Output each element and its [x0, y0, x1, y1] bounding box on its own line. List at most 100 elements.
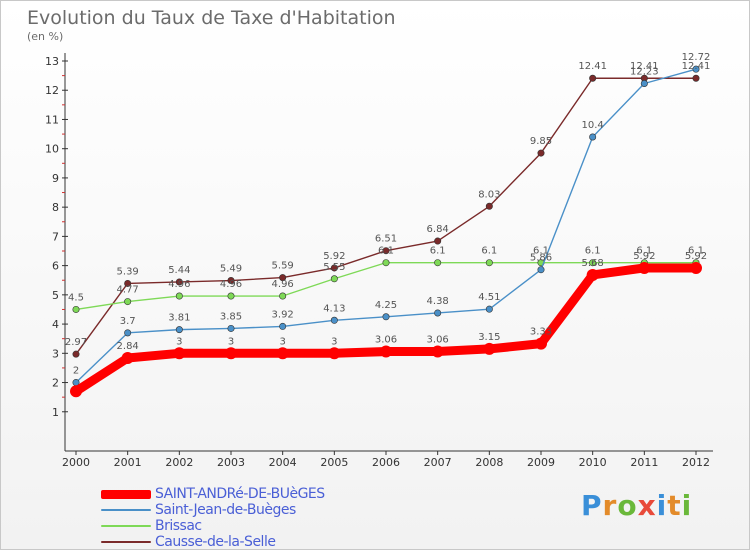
legend-swatch: [101, 509, 151, 511]
y-tick-label: 10: [45, 143, 59, 156]
legend-swatch: [101, 525, 151, 527]
data-label: 5.92: [323, 251, 345, 262]
chart-legend: SAINT-ANDRé-DE-BUèGES Saint-Jean-de-Buège…: [101, 486, 325, 550]
data-label: 5.92: [685, 251, 707, 262]
series-point: [434, 259, 442, 267]
logo-letter: t: [667, 489, 682, 522]
data-label: 5.68: [582, 258, 604, 269]
series-point: [431, 345, 444, 358]
series-point: [328, 347, 341, 360]
data-label: 5.44: [168, 265, 190, 276]
chart-data-labels: 2.84 3 3 3 3 3.06 3.06 3.15 3.33 5.68 5.92 5.92 2 3.7…: [65, 52, 710, 376]
chart-series-lines: [70, 65, 702, 398]
data-label: 3.81: [168, 313, 190, 324]
data-label: 12.23: [630, 67, 659, 78]
data-label: 9.85: [530, 136, 552, 147]
data-label: 4.5: [68, 292, 84, 303]
legend-swatch: [101, 541, 151, 543]
x-tick-label: 2002: [165, 456, 193, 469]
data-label: 5.55: [323, 262, 345, 273]
legend-swatch: [101, 489, 151, 499]
data-label: 2.97: [65, 337, 87, 348]
x-tick-label: 2000: [62, 456, 90, 469]
data-label: 6.1: [481, 246, 497, 257]
x-tick-label: 2006: [372, 456, 400, 469]
series-point: [382, 313, 390, 321]
series-point: [124, 329, 132, 337]
legend-label: Causse-de-la-Selle: [155, 534, 276, 550]
series-point: [692, 74, 700, 82]
x-tick-label: 2003: [217, 456, 245, 469]
data-label: 3.06: [427, 335, 449, 346]
proxiti-logo: Proxiti: [581, 489, 692, 522]
legend-item: Brissac: [101, 518, 325, 534]
logo-letter: i: [656, 489, 668, 522]
data-label: 3.7: [120, 316, 136, 327]
data-label: 4.38: [427, 296, 449, 307]
x-tick-label: 2009: [527, 456, 555, 469]
series-point: [434, 237, 442, 245]
data-label: 4.13: [323, 303, 345, 314]
data-label: 12.41: [630, 61, 659, 72]
y-tick-label: 7: [52, 230, 59, 243]
data-label: 12.41: [578, 61, 607, 72]
logo-letter: i: [681, 489, 693, 522]
series-point: [279, 322, 287, 330]
series-point: [124, 279, 132, 287]
data-label: 12.41: [682, 61, 711, 72]
series-point: [227, 324, 235, 332]
data-label: 6.1: [585, 246, 601, 257]
legend-label: SAINT-ANDRé-DE-BUèGES: [155, 486, 325, 502]
data-label: 4.96: [168, 279, 190, 290]
series-point: [72, 305, 80, 313]
data-label: 6.1: [636, 246, 652, 257]
series-point: [485, 202, 493, 210]
series-point: [330, 275, 338, 283]
series-point: [173, 347, 186, 360]
y-tick-label: 13: [45, 55, 59, 68]
data-label: 6.51: [375, 234, 397, 245]
y-tick-label: 8: [52, 201, 59, 214]
series-point: [485, 259, 493, 267]
data-label: 6.1: [430, 246, 446, 257]
data-label: 4.25: [375, 300, 397, 311]
legend-item: Causse-de-la-Selle: [101, 534, 325, 550]
data-label: 5.39: [117, 266, 139, 277]
x-tick-label: 2011: [630, 456, 658, 469]
data-label: 12.72: [682, 52, 711, 63]
data-label: 10.4: [582, 120, 604, 131]
x-tick-label: 2005: [320, 456, 348, 469]
data-label: 3.85: [220, 311, 242, 322]
y-tick-label: 3: [52, 347, 59, 360]
data-label: 4.96: [272, 279, 294, 290]
data-label: 3.06: [375, 335, 397, 346]
data-label: 6.84: [427, 224, 449, 235]
data-label: 3: [176, 336, 182, 347]
x-tick-label: 2010: [579, 456, 607, 469]
series-point: [382, 247, 390, 255]
series-point: [124, 298, 132, 306]
data-label: 6.1: [378, 246, 394, 257]
series-point: [121, 351, 134, 364]
data-label: 5.59: [272, 261, 294, 272]
series-point: [382, 259, 390, 267]
data-label: 4.51: [478, 292, 500, 303]
data-label: 3.33: [530, 327, 552, 338]
y-tick-label: 5: [52, 289, 59, 302]
legend-item: Saint-Jean-de-Buèges: [101, 502, 325, 518]
logo-letter: x: [637, 489, 657, 522]
logo-letter: r: [602, 489, 618, 522]
data-label: 2.84: [117, 341, 139, 352]
series-point: [589, 74, 597, 82]
data-label: 5.49: [220, 264, 242, 275]
x-tick-label: 2001: [114, 456, 142, 469]
data-label: 5.86: [530, 253, 552, 264]
y-tick-label: 4: [52, 318, 59, 331]
data-label: 3.15: [478, 332, 500, 343]
chart-title: Evolution du Taux de Taxe d'Habitation: [27, 7, 396, 29]
series-point: [175, 278, 183, 286]
legend-item: SAINT-ANDRé-DE-BUèGES: [101, 486, 325, 502]
series-point: [330, 264, 338, 272]
data-label: 6.1: [688, 246, 704, 257]
